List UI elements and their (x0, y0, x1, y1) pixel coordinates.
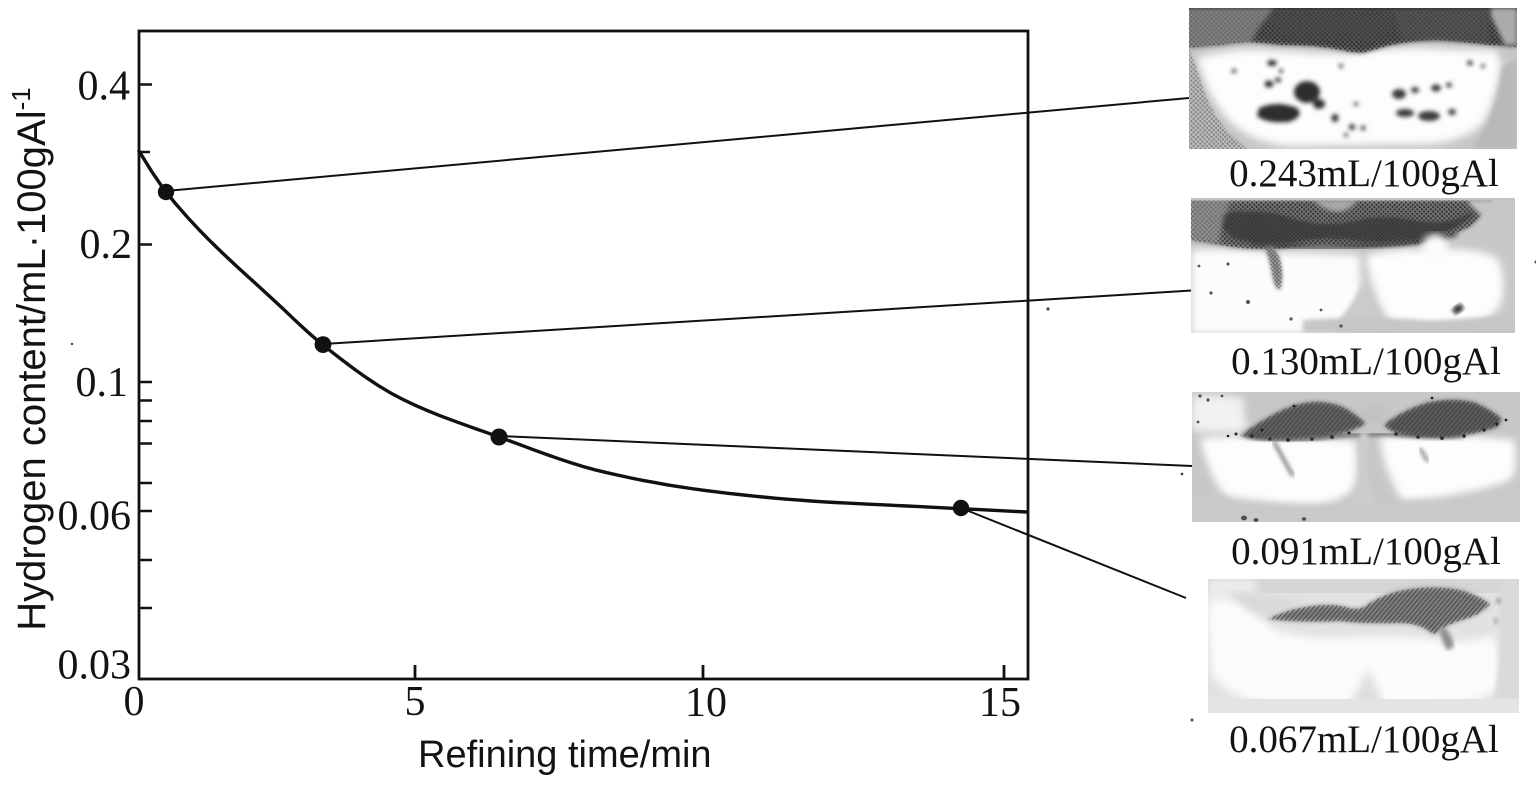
svg-text:0.1: 0.1 (76, 360, 129, 406)
svg-text:0.03: 0.03 (58, 643, 132, 689)
svg-text:0.091mL/100gAl: 0.091mL/100gAl (1231, 530, 1501, 573)
svg-text:0.243mL/100gAl: 0.243mL/100gAl (1229, 152, 1499, 195)
svg-text:0.067mL/100gAl: 0.067mL/100gAl (1229, 718, 1499, 761)
svg-text:Hydrogen content/mL·100gAl-1: Hydrogen content/mL·100gAl-1 (6, 87, 54, 630)
svg-text:10: 10 (685, 680, 727, 726)
svg-text:0.130mL/100gAl: 0.130mL/100gAl (1231, 340, 1501, 383)
svg-text:Refining time/min: Refining time/min (418, 734, 712, 776)
svg-text:15: 15 (979, 680, 1021, 726)
svg-text:0.2: 0.2 (80, 222, 133, 268)
svg-text:0: 0 (124, 679, 145, 725)
svg-text:5: 5 (405, 679, 426, 725)
svg-text:0.06: 0.06 (58, 494, 132, 540)
svg-text:0.4: 0.4 (78, 64, 131, 110)
